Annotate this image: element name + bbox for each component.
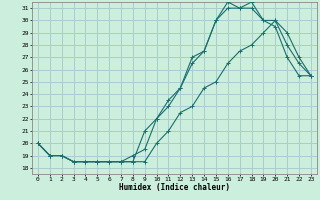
X-axis label: Humidex (Indice chaleur): Humidex (Indice chaleur) bbox=[119, 183, 230, 192]
